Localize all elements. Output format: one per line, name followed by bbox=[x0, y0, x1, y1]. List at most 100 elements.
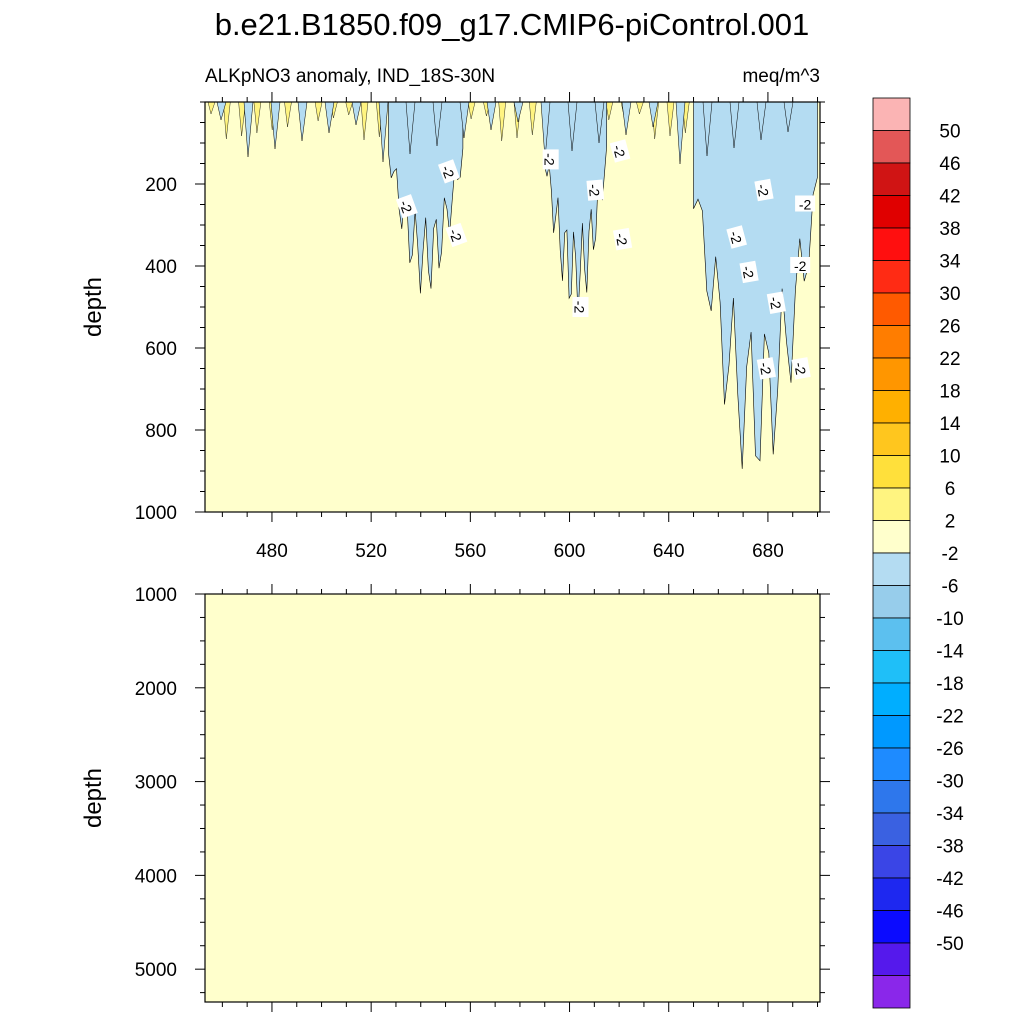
contour-label: -2 bbox=[609, 139, 631, 163]
upper-y-axis-label: depth bbox=[80, 277, 107, 337]
colorbar-label: 46 bbox=[939, 154, 960, 175]
colorbar-swatch bbox=[872, 715, 911, 749]
contour-label-bg bbox=[739, 260, 759, 284]
contour-label-bg bbox=[791, 357, 811, 380]
colorbar-swatch bbox=[872, 617, 911, 651]
x-tick-label: 560 bbox=[454, 541, 486, 562]
colorbar-swatch bbox=[872, 422, 911, 456]
colorbar-swatch bbox=[872, 455, 911, 489]
contour-label: -2 bbox=[739, 260, 759, 284]
lower-x-axis bbox=[221, 584, 819, 1012]
colorbar-label: -42 bbox=[936, 869, 963, 890]
colorbar-label: 14 bbox=[939, 414, 961, 435]
contour-label-text: -2 bbox=[613, 232, 631, 247]
colorbar-swatch bbox=[872, 260, 911, 294]
upper-panel: -2 -2 -2 -2 -2 -2 -2 -2 -2 -2 -2 -2 -2 -2 -2 -2 480 520 5… bbox=[80, 92, 830, 562]
y-tick-label: 3000 bbox=[135, 773, 177, 794]
units-label: meq/m^3 bbox=[742, 66, 820, 87]
colorbar-swatch bbox=[872, 130, 911, 164]
colorbar-label: -22 bbox=[936, 707, 963, 728]
colorbar-swatch bbox=[872, 325, 911, 359]
contour-label-text: -2 bbox=[542, 153, 558, 166]
x-tick-label: 520 bbox=[355, 541, 387, 562]
contour-label: -2 bbox=[726, 225, 747, 249]
y-tick-label: 4000 bbox=[135, 866, 177, 887]
contour-label: -2 bbox=[791, 357, 811, 380]
colorbar-swatch bbox=[872, 552, 911, 586]
colorbar-label: -14 bbox=[936, 642, 964, 663]
contour-label-text: -2 bbox=[794, 258, 807, 274]
colorbar-label: -46 bbox=[936, 902, 963, 923]
y-tick-label: 1000 bbox=[135, 503, 177, 524]
colorbar-swatch bbox=[872, 845, 911, 879]
contour-label-text: -2 bbox=[754, 183, 772, 198]
colorbar-label: 10 bbox=[939, 447, 960, 468]
contour-label-bg bbox=[756, 357, 776, 380]
x-tick-label: 600 bbox=[554, 541, 586, 562]
colorbar-swatch bbox=[872, 812, 911, 846]
colorbar-label: -26 bbox=[936, 739, 963, 760]
contour-label: -2 bbox=[795, 195, 816, 213]
colorbar: 50 46 42 38 34 30 26 22 18 14 10 6 2 -2 -6 -10 -14 -18 -22… bbox=[872, 97, 964, 1009]
colorbar-label: -2 bbox=[942, 544, 959, 565]
contour-label-text: -2 bbox=[739, 265, 757, 280]
colorbar-label: 34 bbox=[939, 252, 961, 273]
colorbar-swatch bbox=[872, 520, 911, 554]
colorbar-label: -6 bbox=[942, 577, 959, 598]
colorbar-swatch bbox=[872, 877, 911, 911]
colorbar-label: -10 bbox=[936, 609, 963, 630]
contour-label-text: -2 bbox=[756, 361, 774, 376]
x-tick-label: 480 bbox=[256, 541, 288, 562]
colorbar-label: -50 bbox=[936, 934, 963, 955]
contour-label-text: -2 bbox=[572, 301, 588, 314]
contour-label-bg bbox=[766, 291, 786, 314]
contour-label: -2 bbox=[586, 179, 605, 201]
upper-negative-regions bbox=[216, 101, 818, 469]
colorbar-label: 18 bbox=[939, 382, 960, 403]
y-tick-label: 5000 bbox=[135, 960, 177, 981]
colorbar-swatch bbox=[872, 650, 911, 684]
contour-label-bg bbox=[795, 195, 816, 212]
colorbar-label: 50 bbox=[939, 122, 960, 143]
contour-label-bg bbox=[612, 227, 633, 251]
contour-label-bg bbox=[438, 159, 460, 184]
colorbar-swatch bbox=[872, 357, 911, 391]
colorbar-label: 22 bbox=[939, 349, 960, 370]
contour-label: -2 bbox=[766, 291, 786, 314]
colorbar-label: 42 bbox=[939, 187, 960, 208]
contour-label: -2 bbox=[542, 149, 559, 170]
contour-label: -2 bbox=[395, 194, 418, 219]
colorbar-labels: 50 46 42 38 34 30 26 22 18 14 10 6 2 -2 -6 -10 -14 -18 -22… bbox=[936, 122, 964, 956]
colorbar-label: -38 bbox=[936, 837, 963, 858]
colorbar-swatch bbox=[872, 195, 911, 229]
lower-plot-frame bbox=[204, 593, 821, 1003]
contour-label: -2 bbox=[790, 257, 811, 274]
y-tick-label: 200 bbox=[145, 175, 177, 196]
colorbar-swatch bbox=[872, 390, 911, 424]
y-tick-label: 400 bbox=[145, 257, 177, 278]
lower-y-axis-label: depth bbox=[80, 768, 107, 828]
figure-title: b.e21.B1850.f09_g17.CMIP6-piControl.001 bbox=[215, 7, 810, 42]
contour-label-bg bbox=[395, 194, 418, 219]
lower-panel: 1000 2000 3000 4000 5000 depth bbox=[80, 584, 830, 1012]
colorbar-label: -18 bbox=[936, 674, 963, 695]
upper-contour-labels: -2 -2 -2 -2 -2 -2 -2 -2 -2 -2 -2 -2 -2 -2 -2 -2 bbox=[395, 139, 816, 380]
colorbar-swatch bbox=[872, 227, 911, 261]
negative-anomaly-region bbox=[693, 101, 818, 469]
contour-label-text: -2 bbox=[799, 197, 812, 213]
colorbar-label: 6 bbox=[945, 479, 956, 500]
y-tick-label: 800 bbox=[145, 421, 177, 442]
contour-label: -2 bbox=[438, 159, 460, 184]
contour-label: -2 bbox=[572, 297, 589, 317]
colorbar-swatch bbox=[872, 682, 911, 716]
colorbar-swatch bbox=[872, 780, 911, 814]
contour-label-text: -2 bbox=[396, 198, 415, 215]
colorbar-label: 38 bbox=[939, 219, 960, 240]
y-tick-label: 600 bbox=[145, 339, 177, 360]
contour-label-text: -2 bbox=[791, 361, 809, 376]
contour-label: -2 bbox=[612, 227, 633, 251]
colorbar-swatch bbox=[872, 942, 911, 976]
contour-label-text: -2 bbox=[726, 229, 745, 245]
colorbar-swatches bbox=[872, 97, 911, 1009]
